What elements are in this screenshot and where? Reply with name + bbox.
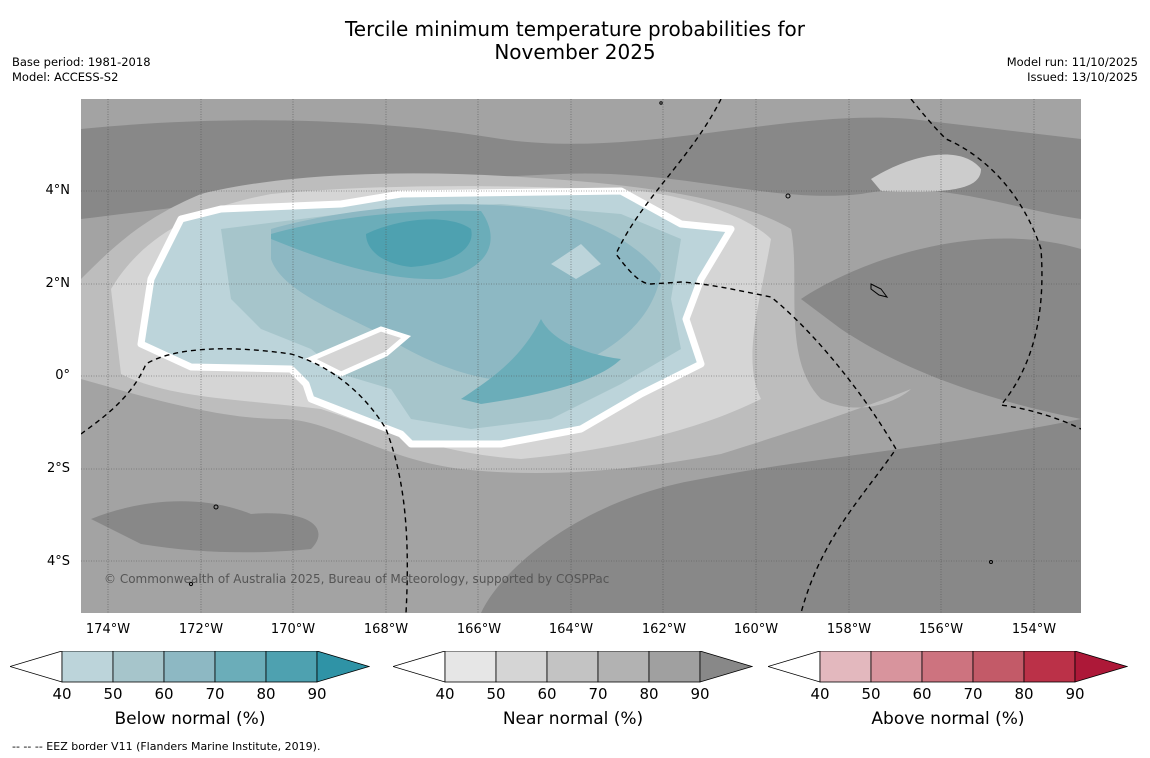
- lon-label-158w: 158°W: [826, 622, 872, 637]
- title-line-2: November 2025: [494, 40, 656, 64]
- colorbar-tick-label: 50: [486, 685, 505, 701]
- title-line-1: Tercile minimum temperature probabilitie…: [344, 17, 806, 41]
- lat-label-4n: 4°N: [45, 183, 71, 198]
- colorbar-segment: [1023, 650, 1076, 683]
- colorbar-extend-high: [1074, 650, 1129, 683]
- colorbar-below-normal-graphic: 40 50 60 70 80 90: [8, 650, 371, 703]
- colorbar-tick-label: 80: [1014, 685, 1033, 701]
- map-credit: © Commonwealth of Australia 2025, Bureau…: [104, 572, 610, 586]
- colorbar-tick-label: 70: [588, 685, 607, 701]
- base-period: Base period: 1981-2018: [12, 55, 151, 69]
- colorbar-tick-label: 80: [639, 685, 658, 701]
- lon-label-172w: 172°W: [178, 622, 224, 637]
- lat-label-0: 0°: [55, 368, 70, 383]
- light-patch-east: [871, 154, 981, 192]
- model-run: Model run: 11/10/2025: [1006, 55, 1138, 69]
- colorbar-title-below: Below normal (%): [114, 709, 266, 729]
- eez-borders: [81, 99, 1081, 613]
- colorbar-title-above: Above normal (%): [871, 709, 1025, 729]
- colorbar-tick-label: 40: [435, 685, 454, 701]
- issued-date: Issued: 13/10/2025: [1027, 70, 1138, 84]
- colorbar-tick-label: 50: [861, 685, 880, 701]
- lon-label-168w: 168°W: [363, 622, 409, 637]
- lon-label-162w: 162°W: [641, 622, 687, 637]
- colorbar-tick-label: 70: [205, 685, 224, 701]
- colorbar-below-normal: 40 50 60 70 80 90: [8, 650, 371, 721]
- lat-label-4s: 4°S: [46, 554, 70, 569]
- colorbar-segment: [495, 650, 548, 683]
- eez-legend-note: -- -- -- EEZ border V11 (Flanders Marine…: [12, 740, 321, 753]
- colorbar-tick-label: 40: [810, 685, 829, 701]
- lat-label-2n: 2°N: [45, 276, 71, 291]
- colorbar-above-normal-graphic: 40 50 60 70 80 90: [766, 650, 1129, 703]
- model-name: Model: ACCESS-S2: [12, 70, 119, 84]
- colorbar-tick-label: 70: [963, 685, 982, 701]
- probability-map[interactable]: [81, 99, 1081, 613]
- lon-label-174w: 174°W: [85, 622, 131, 637]
- colorbar-segment: [61, 650, 114, 683]
- colorbar-tick-label: 90: [307, 685, 326, 701]
- chart-title: Tercile minimum temperature probabilitie…: [0, 18, 1150, 64]
- colorbar-near-normal-graphic: 40 50 60 70 80 90: [391, 650, 754, 703]
- lon-label-170w: 170°W: [270, 622, 316, 637]
- colorbar-tick-label: 50: [103, 685, 122, 701]
- colorbar-segment: [921, 650, 974, 683]
- lon-label-166w: 166°W: [456, 622, 502, 637]
- dark-patch-sw: [91, 501, 319, 553]
- colorbar-segment: [546, 650, 599, 683]
- meta-left: Base period: 1981-2018 Model: ACCESS-S2: [12, 55, 151, 85]
- gray-inlet: [305, 326, 412, 377]
- colorbar-tick-label: 80: [256, 685, 275, 701]
- colorbar-tick-label: 60: [537, 685, 556, 701]
- colorbar-segment: [214, 650, 267, 683]
- below-normal-80: [366, 219, 472, 267]
- lon-label-164w: 164°W: [548, 622, 594, 637]
- light-island: [551, 244, 601, 279]
- colorbar-tick-label: 60: [912, 685, 931, 701]
- colorbar-above-normal: 40 50 60 70 80 90: [766, 650, 1129, 721]
- colorbar-segment: [597, 650, 650, 683]
- colorbar-tick-label: 90: [1065, 685, 1084, 701]
- colorbar-extend-low: [8, 650, 63, 683]
- colorbar-segment: [870, 650, 923, 683]
- colorbar-segment: [444, 650, 497, 683]
- colorbar-segment: [265, 650, 318, 683]
- colorbar-extend-low: [391, 650, 446, 683]
- dark-band-south: [481, 419, 1081, 613]
- colorbar-title-near: Near normal (%): [502, 709, 644, 729]
- islands: [188, 101, 993, 587]
- colorbar-tick-label: 60: [154, 685, 173, 701]
- meta-right: Model run: 11/10/2025 Issued: 13/10/2025: [1007, 55, 1138, 85]
- lon-label-156w: 156°W: [918, 622, 964, 637]
- colorbar-segment: [819, 650, 872, 683]
- dark-band-north: [81, 117, 1081, 219]
- lon-label-154w: 154°W: [1011, 622, 1057, 637]
- colorbar-extend-high: [699, 650, 754, 683]
- colorbar-segment: [972, 650, 1025, 683]
- colorbar-segment: [112, 650, 165, 683]
- colorbar-tick-label: 40: [52, 685, 71, 701]
- colorbar-near-normal: 40 50 60 70 80 90: [391, 650, 754, 721]
- lat-label-2s: 2°S: [46, 461, 70, 476]
- lon-label-160w: 160°W: [733, 622, 779, 637]
- colorbar-segment: [648, 650, 701, 683]
- graticule: [81, 99, 1081, 613]
- colorbar-extend-high: [316, 650, 371, 683]
- colorbar-tick-label: 90: [690, 685, 709, 701]
- colorbar-extend-low: [766, 650, 821, 683]
- below-normal-70-south: [461, 319, 621, 404]
- colorbar-segment: [163, 650, 216, 683]
